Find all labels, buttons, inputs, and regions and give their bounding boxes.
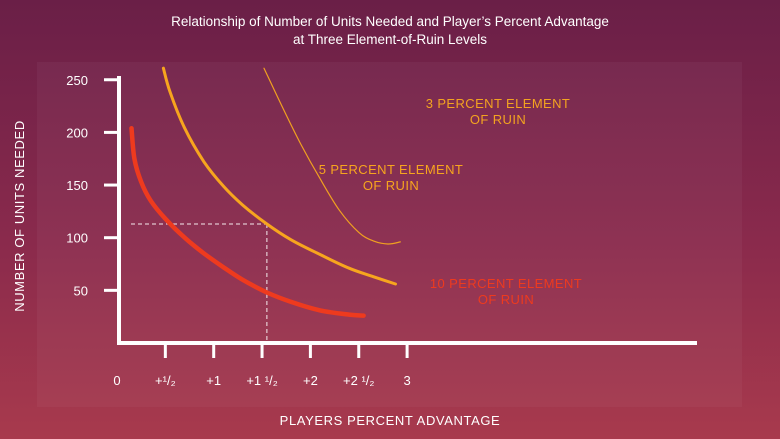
series-curves [129, 66, 401, 318]
x-tick-label: 0 [113, 373, 120, 388]
series-curve-5-percent [161, 66, 397, 286]
x-tick-label: 3 [403, 373, 410, 388]
series-curve-3-percent [263, 67, 401, 245]
y-tick-label: 50 [74, 283, 88, 298]
x-tick-label: +2 ¹/₂ [343, 373, 374, 388]
reference-lines [131, 223, 268, 343]
plot-panel [37, 62, 742, 407]
series-label-5-percent-line-2: OF RUIN [363, 178, 419, 193]
series-label-3-percent-line-2: OF RUIN [470, 112, 526, 127]
x-tick-label: +1 ¹/₂ [246, 373, 277, 388]
y-axis-ticks: 50 100 150 200 250 [66, 73, 119, 298]
x-tick-label: +¹/₂ [155, 373, 176, 388]
y-axis-label: NUMBER OF UNITS NEEDED [12, 120, 27, 312]
series-label-10-percent-line-2: OF RUIN [478, 292, 534, 307]
chart-title-line-1: Relationship of Number of Units Needed a… [171, 14, 609, 29]
x-tick-label: +1 [206, 373, 221, 388]
y-tick-label: 200 [66, 125, 88, 140]
y-tick-label: 150 [66, 178, 88, 193]
x-tick-label: +2 [303, 373, 318, 388]
series-curve-10-percent [129, 125, 366, 318]
x-axis-label: PLAYERS PERCENT ADVANTAGE [280, 413, 501, 428]
series-label-10-percent-line-1: 10 PERCENT ELEMENT [430, 276, 582, 291]
x-axis-ticks: 0 +¹/₂ +1 +1 ¹/₂ +2 +2 ¹/₂ 3 [113, 343, 411, 388]
chart-title-line-2: at Three Element-of-Ruin Levels [293, 32, 487, 47]
y-tick-label: 100 [66, 231, 88, 246]
series-label-3-percent-line-1: 3 PERCENT ELEMENT [426, 96, 571, 111]
y-tick-label: 250 [66, 73, 88, 88]
series-label-5-percent-line-1: 5 PERCENT ELEMENT [319, 162, 464, 177]
